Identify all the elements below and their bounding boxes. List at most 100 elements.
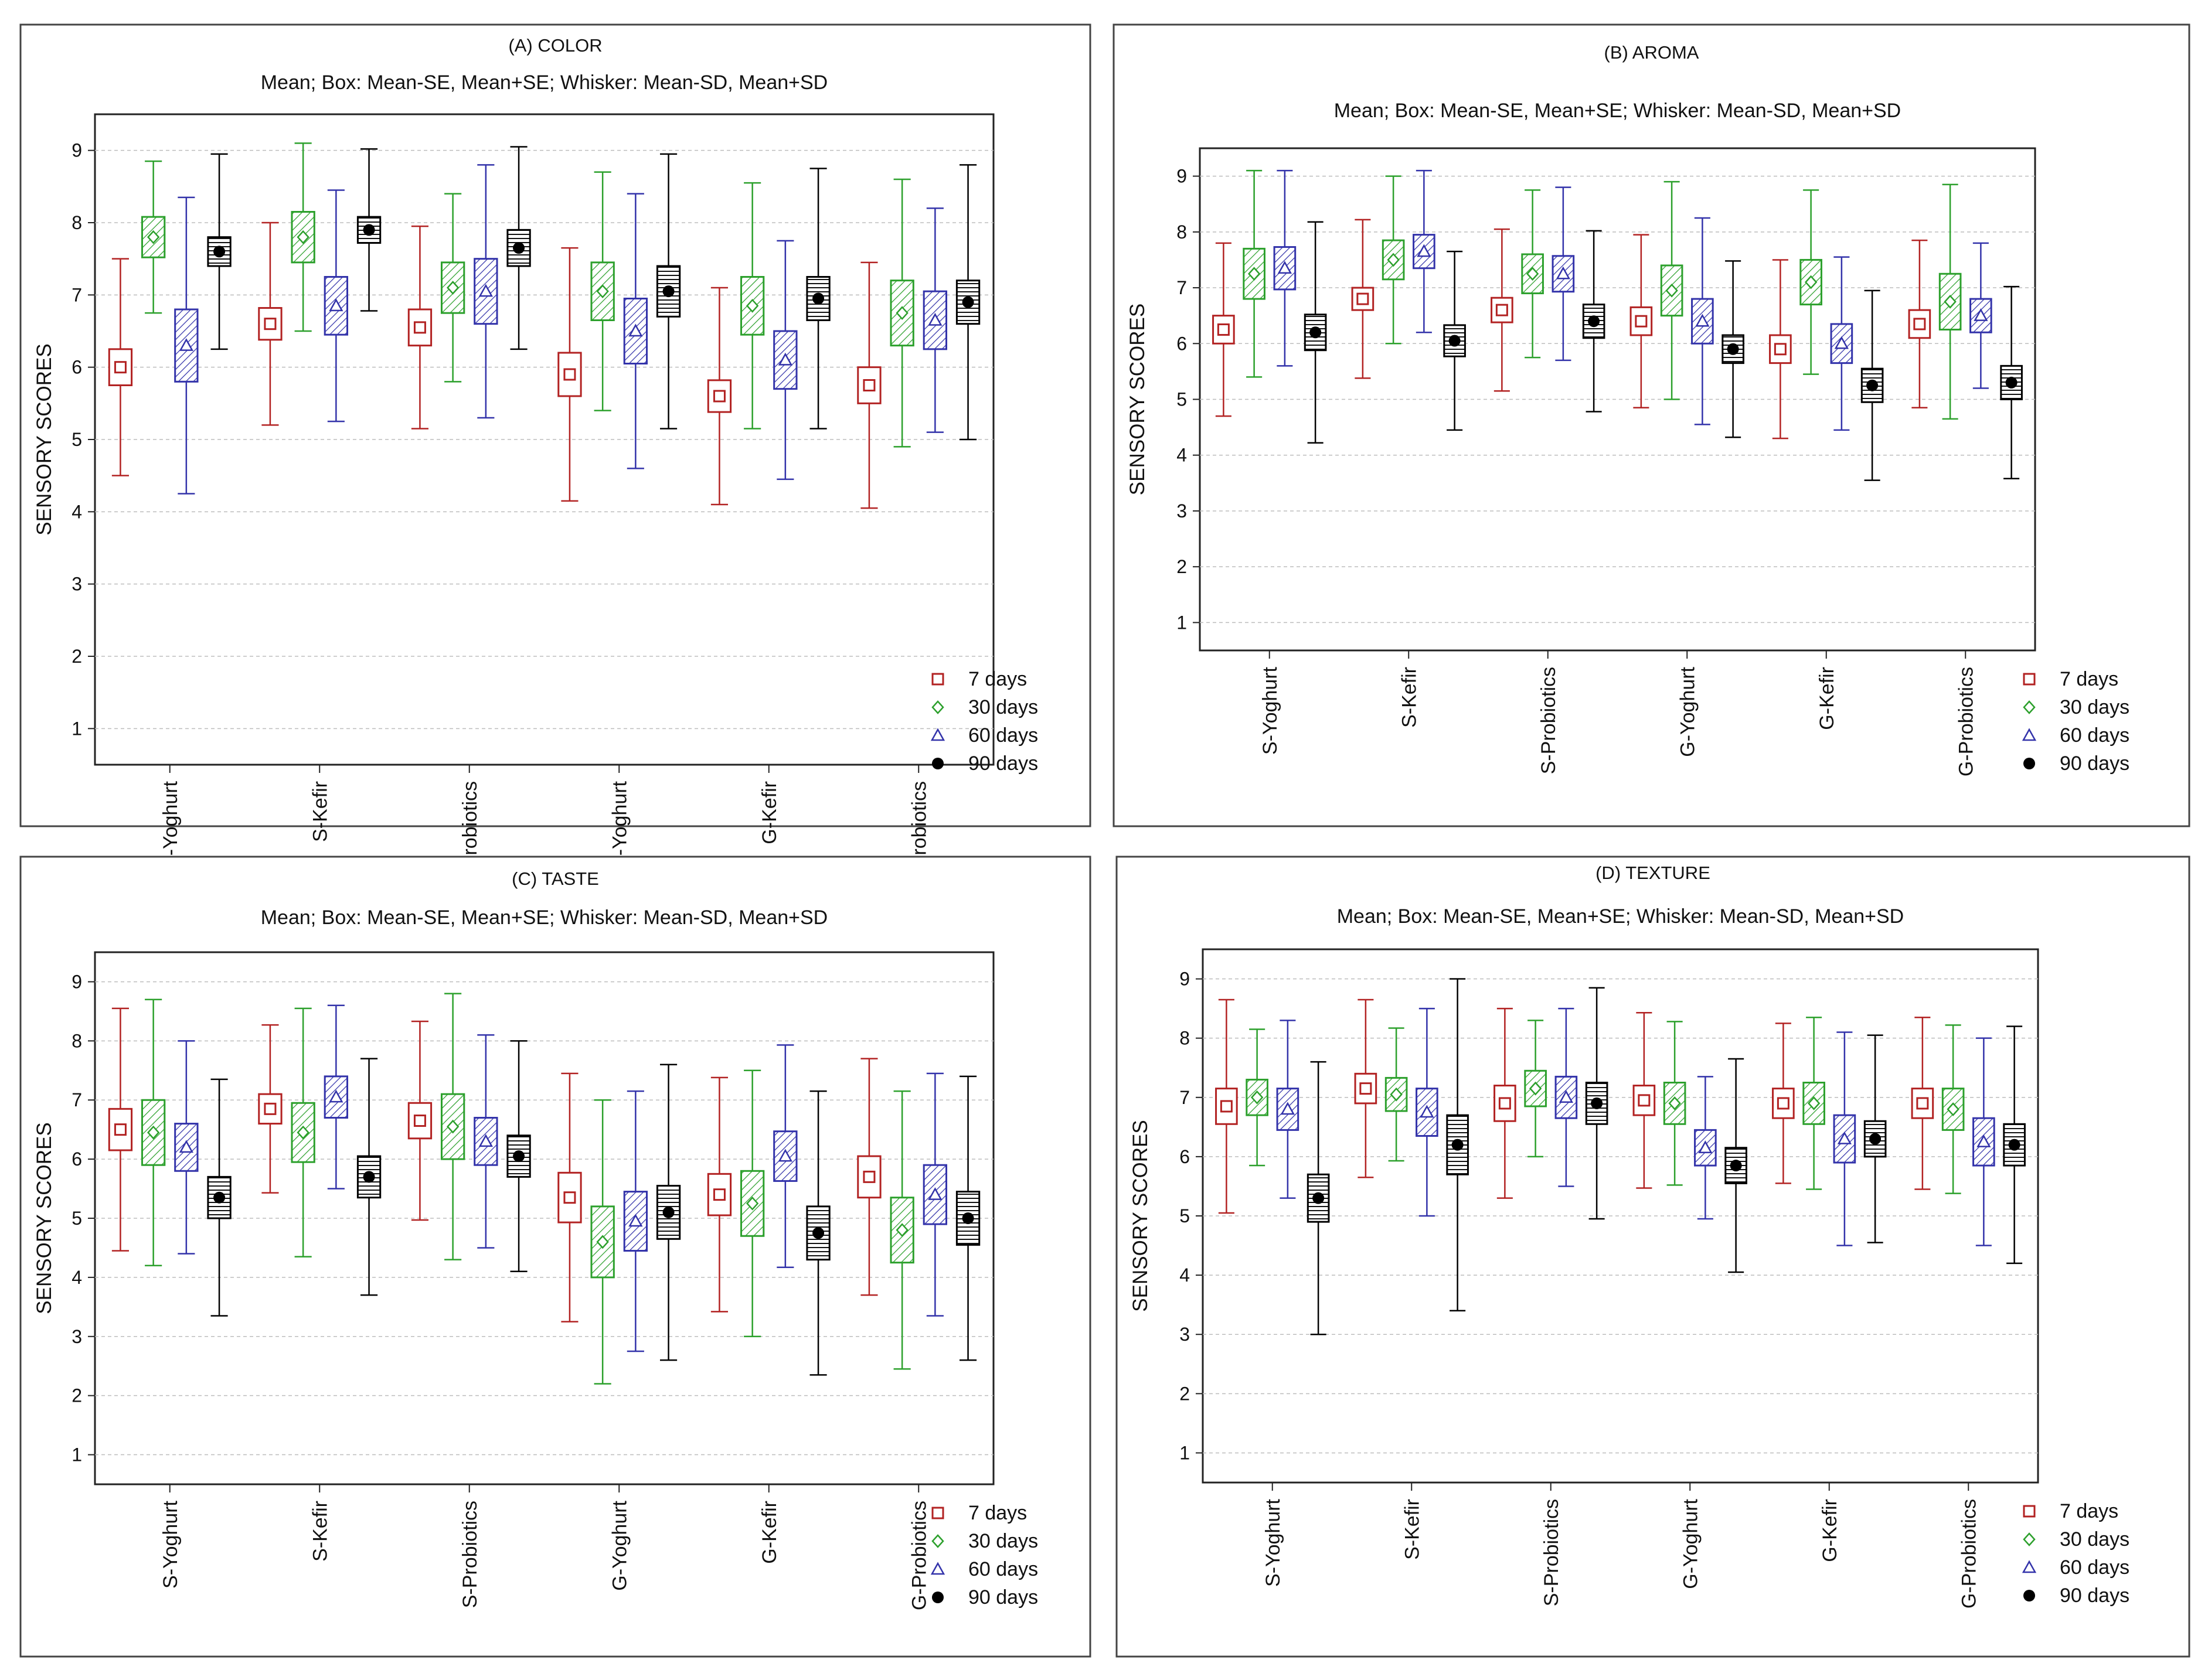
box-60-days	[1416, 1007, 1438, 1217]
mean-marker	[1556, 266, 1571, 280]
legend-marker	[2022, 1560, 2037, 1573]
box-60-days	[623, 1090, 648, 1352]
legend-label: 7 days	[968, 668, 1027, 690]
box-60-days	[1413, 169, 1435, 333]
mean-marker	[596, 1235, 609, 1249]
box-30-days	[1524, 1020, 1547, 1158]
legend-label: 30 days	[968, 1530, 1038, 1552]
mean-marker	[1976, 1134, 1991, 1147]
box-7-days	[1215, 999, 1238, 1214]
box-60-days	[1969, 242, 1992, 389]
box-7-days	[407, 225, 433, 430]
se-box	[1446, 1114, 1469, 1175]
mean-marker	[363, 1171, 375, 1183]
mean-marker	[928, 312, 943, 326]
y-tick-label: 5	[1179, 1205, 1190, 1226]
se-box	[506, 229, 531, 267]
panel-title: (D) TEXTURE	[1595, 863, 1710, 883]
box-30-days	[590, 1099, 615, 1385]
x-category-label: G-Kefir	[758, 1501, 781, 1564]
mean-marker	[746, 298, 759, 313]
mean-marker	[1668, 1096, 1681, 1110]
mean-marker	[896, 1223, 909, 1238]
legend-label: 30 days	[2060, 696, 2129, 718]
mean-marker	[863, 1170, 876, 1183]
legend-item: 7 days	[931, 668, 1027, 690]
mean-marker	[1387, 253, 1400, 267]
x-category-label: S-Probiotics	[1537, 667, 1560, 774]
mean-marker	[413, 321, 426, 334]
mean-marker	[213, 1191, 226, 1204]
legend-label: 60 days	[2060, 724, 2129, 747]
y-tick-label: 3	[72, 1326, 82, 1347]
legend-label: 60 days	[2060, 1556, 2129, 1579]
mean-marker	[928, 1187, 943, 1200]
mean-marker	[2008, 1139, 2020, 1151]
box-90-days	[1860, 289, 1884, 481]
box-90-days	[1585, 987, 1608, 1220]
legend-item: 7 days	[931, 1502, 1027, 1524]
y-tick-label: 2	[1179, 1383, 1190, 1404]
mean-marker	[1247, 267, 1261, 281]
box-90-days	[2003, 1025, 2026, 1265]
legend-item: 90 days	[2023, 752, 2129, 775]
mean-marker	[363, 224, 375, 236]
legend-marker	[931, 673, 944, 686]
y-tick-label: 4	[72, 501, 82, 522]
box-30-days	[440, 193, 465, 383]
mean-marker	[1529, 1081, 1542, 1096]
box-90-days	[356, 148, 382, 312]
mean-marker	[746, 1196, 759, 1211]
legend-item: 7 days	[2023, 668, 2118, 690]
y-tick-label: 6	[1176, 333, 1187, 354]
se-box	[1521, 253, 1544, 295]
mean-marker	[114, 361, 127, 374]
box-90-days	[955, 1075, 981, 1361]
chart-panel-3: (C) TASTE Mean; Box: Mean-SE, Mean+SE; Wh…	[19, 856, 1091, 1658]
legend-item: 90 days	[932, 752, 1038, 775]
y-tick-label: 8	[72, 212, 82, 233]
legend-item: 30 days	[931, 696, 1038, 718]
mean-marker	[1913, 318, 1926, 330]
box-30-days	[141, 160, 166, 314]
y-tick-label: 9	[1179, 969, 1190, 990]
legend-marker	[930, 1562, 945, 1575]
box-90-days	[356, 1058, 382, 1296]
box-7-days	[857, 1058, 882, 1296]
box-7-days	[1351, 219, 1375, 379]
y-tick-label: 7	[72, 284, 82, 305]
box-30-days	[1521, 189, 1544, 359]
box-7-days	[258, 1024, 283, 1194]
mean-marker	[1220, 1100, 1233, 1113]
mean-marker	[1250, 1090, 1264, 1105]
y-tick-label: 7	[1176, 277, 1187, 298]
mean-marker	[264, 318, 277, 330]
box-7-days	[1493, 1007, 1516, 1199]
mean-marker	[1309, 326, 1322, 339]
box-60-days	[1833, 1031, 1856, 1246]
mean-marker	[778, 352, 792, 366]
y-axis-label: SENSORY SCORES	[1129, 1120, 1152, 1311]
box-7-days	[1354, 999, 1377, 1178]
legend-marker	[2023, 758, 2035, 769]
box-60-days	[474, 1034, 498, 1249]
box-30-days	[1246, 1028, 1268, 1167]
box-60-days	[324, 189, 349, 422]
y-axis-label: SENSORY SCORES	[1126, 304, 1149, 495]
x-category-label: G-Yoghurt	[608, 1500, 631, 1590]
box-7-days	[1491, 228, 1513, 392]
box-30-days	[590, 171, 615, 411]
se-box	[291, 1102, 315, 1163]
y-tick-label: 6	[72, 357, 82, 378]
legend-label: 7 days	[968, 1502, 1027, 1524]
box-30-days	[740, 1069, 765, 1338]
mean-marker	[1804, 275, 1818, 289]
box-30-days	[1660, 180, 1683, 400]
mean-marker	[179, 338, 193, 351]
panel-subtitle: Mean; Box: Mean-SE, Mean+SE; Whisker: Me…	[1337, 905, 1904, 928]
mean-marker	[563, 1191, 576, 1204]
mean-marker	[1866, 379, 1879, 391]
x-category-label: S-Kefir	[309, 781, 331, 842]
box-90-days	[207, 153, 232, 350]
